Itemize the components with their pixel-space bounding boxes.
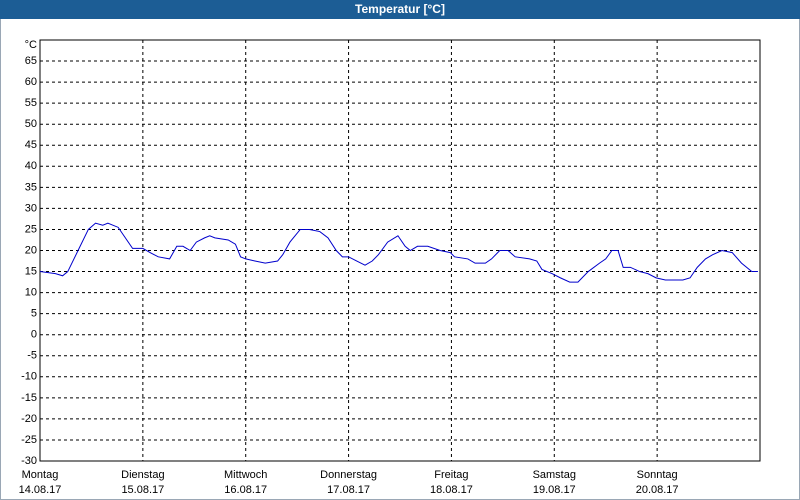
x-tick-date: 18.08.17 xyxy=(430,484,473,496)
y-axis-label: °C xyxy=(25,39,37,51)
x-tick-label: Dienstag xyxy=(121,469,164,481)
y-tick-label: 30 xyxy=(25,202,37,214)
y-tick-label: -30 xyxy=(21,455,37,467)
x-tick-label: Freitag xyxy=(434,469,468,481)
y-tick-label: -25 xyxy=(21,434,37,446)
y-tick-label: 65 xyxy=(25,55,37,67)
x-tick-date: 14.08.17 xyxy=(19,484,62,496)
y-tick-label: 40 xyxy=(25,160,37,172)
x-tick-label: Samstag xyxy=(533,469,576,481)
y-tick-label: 50 xyxy=(25,118,37,130)
x-tick-label: Montag xyxy=(22,469,59,481)
y-tick-label: 60 xyxy=(25,76,37,88)
y-tick-label: -15 xyxy=(21,392,37,404)
x-tick-date: 15.08.17 xyxy=(121,484,164,496)
x-tick-label: Sonntag xyxy=(637,469,678,481)
y-tick-label: -5 xyxy=(27,350,37,362)
y-tick-label: 55 xyxy=(25,97,37,109)
x-tick-date: 20.08.17 xyxy=(636,484,679,496)
y-tick-label: 45 xyxy=(25,139,37,151)
temperature-line xyxy=(39,222,758,283)
y-tick-label: -20 xyxy=(21,413,37,425)
chart-title: Temperatur [°C] xyxy=(355,2,445,16)
x-tick-label: Mittwoch xyxy=(224,469,267,481)
title-bar xyxy=(0,0,800,19)
y-tick-label: 0 xyxy=(31,329,37,341)
x-tick-date: 19.08.17 xyxy=(533,484,576,496)
y-tick-label: 10 xyxy=(25,287,37,299)
y-tick-label: 25 xyxy=(25,223,37,235)
y-tick-label: 15 xyxy=(25,265,37,277)
y-tick-label: 5 xyxy=(31,308,37,320)
y-tick-label: 35 xyxy=(25,181,37,193)
y-tick-label: 20 xyxy=(25,244,37,256)
x-tick-date: 16.08.17 xyxy=(224,484,267,496)
x-tick-label: Donnerstag xyxy=(320,469,377,481)
y-tick-label: -10 xyxy=(21,371,37,383)
plot-border xyxy=(39,39,761,462)
x-tick-date: 17.08.17 xyxy=(327,484,370,496)
